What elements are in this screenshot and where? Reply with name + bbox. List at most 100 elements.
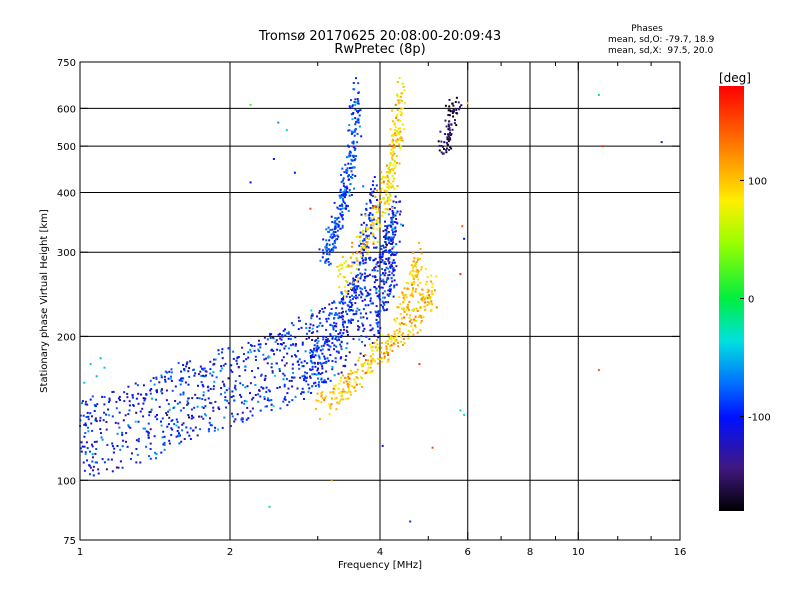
echo-point: [395, 140, 398, 143]
echo-point: [128, 409, 131, 412]
echo-point: [398, 101, 401, 104]
echo-point: [224, 391, 226, 394]
echo-point: [189, 438, 192, 440]
echo-point: [378, 204, 381, 207]
echo-point: [253, 376, 256, 379]
echo-point: [198, 397, 201, 400]
echo-point: [387, 167, 390, 170]
echo-point: [367, 274, 370, 277]
echo-point: [122, 419, 125, 422]
echo-point: [225, 406, 227, 409]
echo-point: [329, 228, 332, 231]
echo-point: [291, 399, 294, 402]
echo-point: [119, 460, 122, 463]
echo-point: [334, 338, 337, 340]
echo-point: [177, 434, 180, 437]
echo-point: [446, 133, 449, 136]
echo-point: [139, 410, 142, 413]
echo-point: [315, 373, 318, 376]
echo-point: [372, 206, 375, 209]
echo-point: [93, 404, 96, 406]
echo-point: [358, 244, 361, 247]
echo-point: [385, 235, 388, 238]
echo-point: [89, 466, 92, 469]
echo-point: [328, 239, 331, 242]
echo-point: [382, 280, 385, 283]
echo-point: [165, 412, 168, 415]
echo-point: [385, 176, 388, 179]
echo-point: [121, 445, 124, 448]
echo-point: [108, 401, 110, 403]
echo-point: [431, 303, 434, 306]
echo-point: [382, 296, 384, 299]
echo-point: [407, 329, 410, 332]
echo-point: [438, 149, 441, 152]
echo-point: [366, 362, 369, 365]
echo-point: [346, 383, 349, 385]
echo-point: [342, 332, 345, 335]
echo-point: [380, 342, 383, 344]
echo-point: [267, 397, 269, 400]
echo-point: [351, 262, 354, 265]
echo-point: [170, 434, 173, 436]
echo-point: [409, 294, 412, 297]
echo-point: [145, 445, 148, 448]
echo-point: [359, 352, 362, 355]
isolated-echo-point: [309, 207, 312, 210]
echo-point: [335, 345, 338, 348]
echo-point: [345, 207, 347, 210]
echo-point: [368, 343, 371, 346]
echo-point: [386, 293, 389, 296]
echo-point: [317, 347, 320, 350]
echo-point: [333, 313, 336, 316]
echo-point: [346, 167, 349, 170]
echo-point: [301, 343, 304, 346]
echo-point: [357, 325, 359, 328]
echo-point: [351, 245, 353, 248]
echo-point: [149, 442, 152, 445]
echo-point: [414, 324, 416, 327]
echo-point: [360, 223, 363, 226]
echo-point: [193, 374, 196, 377]
echo-point: [348, 306, 351, 308]
echo-point: [391, 141, 394, 144]
echo-point: [316, 342, 319, 345]
echo-point: [333, 235, 336, 238]
echo-point: [388, 337, 391, 340]
echo-point: [328, 312, 331, 315]
echo-point: [395, 212, 398, 214]
y-tick-label: 600: [57, 104, 76, 115]
echo-point: [400, 333, 403, 336]
echo-point: [91, 453, 94, 456]
echo-point: [383, 283, 386, 286]
echo-point: [279, 407, 282, 410]
echo-point: [377, 346, 380, 349]
echo-point: [318, 356, 321, 359]
echo-point: [318, 317, 321, 320]
echo-point: [230, 369, 232, 372]
echo-point: [240, 395, 243, 398]
echo-point: [394, 320, 397, 323]
echo-point: [222, 364, 225, 367]
echo-point: [351, 105, 354, 108]
echo-point: [418, 314, 421, 317]
echo-point: [154, 451, 157, 454]
echo-point: [340, 356, 343, 359]
echo-point: [360, 363, 363, 366]
echo-point: [345, 380, 348, 383]
echo-point: [265, 405, 268, 408]
echo-point: [392, 120, 394, 123]
echo-point: [92, 469, 94, 472]
echo-point: [354, 288, 356, 291]
echo-point: [392, 163, 395, 166]
echo-point: [367, 250, 370, 253]
echo-point: [205, 374, 207, 377]
echo-point: [296, 360, 299, 363]
echo-point: [207, 385, 210, 388]
echo-point: [368, 371, 371, 374]
echo-point: [373, 360, 376, 363]
echo-point: [405, 323, 408, 326]
echo-point: [149, 379, 152, 382]
echo-point: [378, 313, 381, 316]
